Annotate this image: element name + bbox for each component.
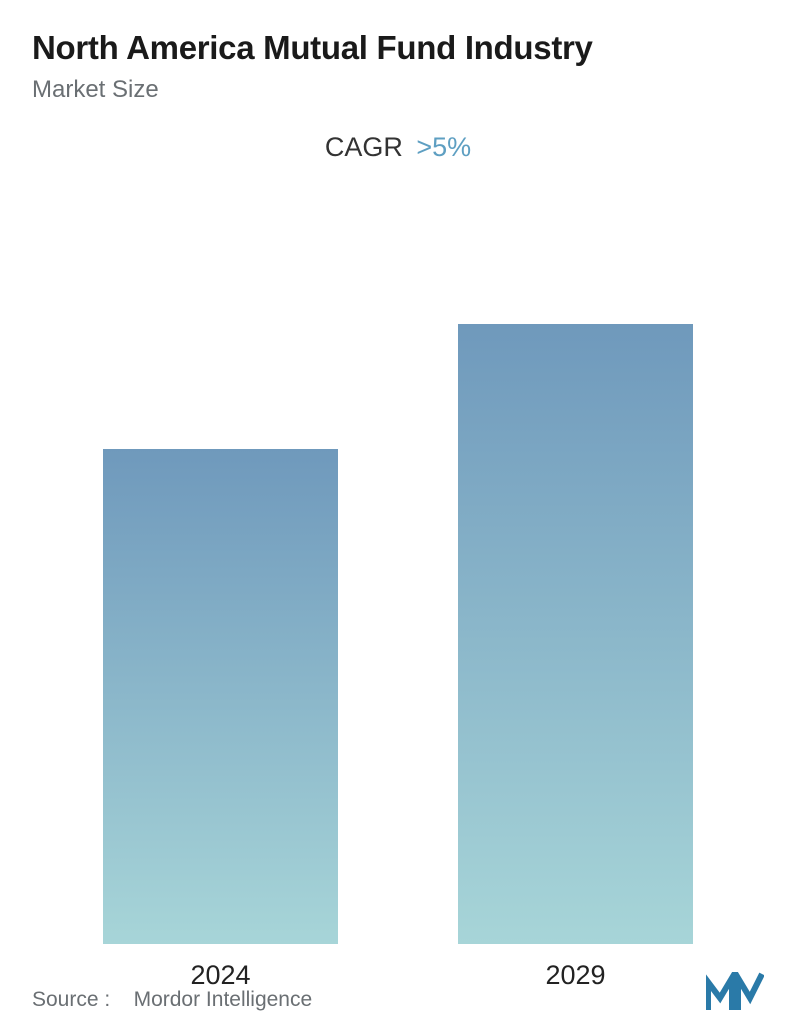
cagr-label: CAGR [325, 132, 403, 162]
bar-column: 2029 [458, 324, 693, 944]
chart-area: 2024 2029 [32, 223, 764, 1014]
footer: Source : Mordor Intelligence [32, 972, 764, 1012]
source-name: Mordor Intelligence [134, 988, 313, 1011]
source-text: Source : Mordor Intelligence [32, 988, 312, 1012]
cagr-value: >5% [416, 132, 471, 162]
mordor-logo-icon [706, 972, 764, 1012]
source-prefix: Source : [32, 988, 110, 1011]
page-title: North America Mutual Fund Industry [32, 28, 764, 68]
bar [103, 449, 338, 944]
bar [458, 324, 693, 944]
bar-column: 2024 [103, 449, 338, 944]
page-subtitle: Market Size [32, 76, 764, 104]
cagr-row: CAGR >5% [32, 132, 764, 163]
bars-container: 2024 2029 [32, 223, 764, 944]
